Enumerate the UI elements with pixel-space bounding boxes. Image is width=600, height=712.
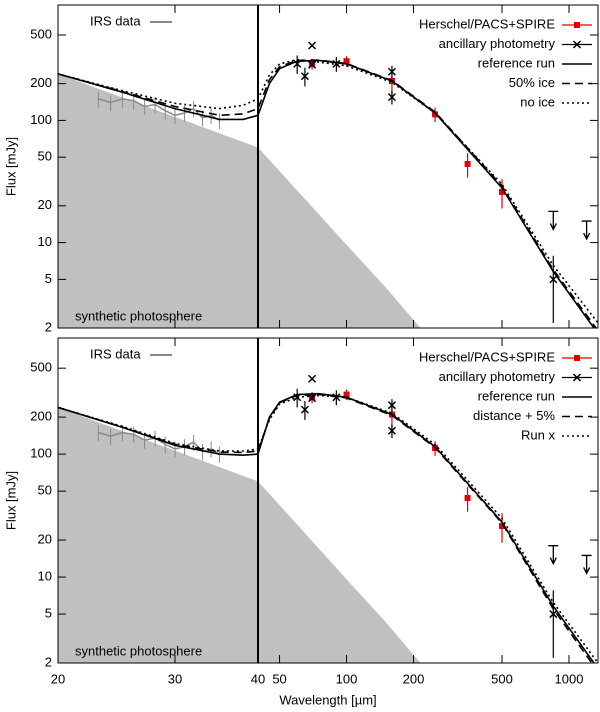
legend-label: ancillary photometry <box>439 369 556 384</box>
x-axis-title: Wavelength [µm] <box>279 692 376 707</box>
legend-label: 50% ice <box>509 75 555 90</box>
ancillary-point <box>387 401 396 410</box>
ancillary-point <box>308 394 317 403</box>
y-tick-label: 200 <box>30 409 52 424</box>
legend-label: reference run <box>478 388 555 403</box>
plot-layer <box>58 355 598 663</box>
x-tick-label: 20 <box>51 671 65 686</box>
y-tick-label: 500 <box>30 26 52 41</box>
y-tick-label: 50 <box>38 483 52 498</box>
upper-limit <box>581 220 592 241</box>
ancillary-point <box>308 60 317 69</box>
y-tick-label: 100 <box>30 446 52 461</box>
x-tick-label: 500 <box>491 671 513 686</box>
irs-legend-label: IRS data <box>90 13 141 28</box>
photosphere-area <box>58 73 421 328</box>
y-tick-label: 50 <box>38 149 52 164</box>
y-tick-label: 200 <box>30 75 52 90</box>
ancillary-point <box>308 374 317 383</box>
herschel-point <box>464 160 471 167</box>
y-tick-label: 100 <box>30 112 52 127</box>
model-curve <box>58 394 598 663</box>
plot-frame <box>57 4 599 329</box>
y-tick-label: 20 <box>38 197 52 212</box>
photosphere-area <box>58 407 421 663</box>
model-curve <box>58 59 595 328</box>
y-axis-title: Flux [mJy] <box>3 471 18 530</box>
irs-legend-label: IRS data <box>90 346 141 361</box>
herschel-point <box>464 494 471 501</box>
x-tick-label: 40 <box>251 671 265 686</box>
upper-limit <box>548 210 559 231</box>
plot-frame <box>57 337 599 664</box>
ancillary-point <box>549 275 558 284</box>
y-axis-title: Flux [mJy] <box>3 137 18 196</box>
herschel-point <box>499 188 506 195</box>
x-tick-label: 1000 <box>555 671 584 686</box>
x-tick-label: 30 <box>168 671 182 686</box>
herschel-point <box>343 58 350 65</box>
legend-label: Run x <box>521 427 555 442</box>
photosphere-label: synthetic photosphere <box>75 643 202 658</box>
y-tick-label: 2 <box>45 319 52 334</box>
legend-label: ancillary photometry <box>439 36 556 51</box>
herschel-point <box>432 111 439 118</box>
legend-label: distance + 5% <box>473 408 555 423</box>
ancillary-point <box>300 72 309 81</box>
legend-label: reference run <box>478 55 555 70</box>
legend-label: no ice <box>520 94 555 109</box>
ancillary-point <box>300 405 309 414</box>
x-tick-label: 100 <box>336 671 358 686</box>
ancillary-point <box>387 67 396 76</box>
upper-limit <box>548 545 559 566</box>
y-tick-label: 10 <box>38 569 52 584</box>
y-tick-label: 10 <box>38 234 52 249</box>
y-tick-label: 5 <box>45 271 52 286</box>
model-curve <box>58 58 598 324</box>
ancillary-point <box>308 41 317 50</box>
y-tick-label: 500 <box>30 360 52 375</box>
upper-limit <box>581 554 592 575</box>
herschel-point <box>343 391 350 398</box>
model-curve <box>58 393 593 663</box>
x-tick-label: 200 <box>403 671 425 686</box>
ancillary-point <box>549 610 558 619</box>
legend-label: Herschel/PACS+SPIRE <box>419 16 555 31</box>
model-curve <box>58 392 595 663</box>
plot-layer <box>58 22 598 328</box>
ancillary-point <box>387 426 396 435</box>
photosphere-label: synthetic photosphere <box>75 308 202 323</box>
y-tick-label: 5 <box>45 606 52 621</box>
y-tick-label: 2 <box>45 654 52 669</box>
legend-label: Herschel/PACS+SPIRE <box>419 349 555 364</box>
x-tick-label: 50 <box>272 671 286 686</box>
herschel-point <box>499 523 506 530</box>
y-tick-label: 20 <box>38 531 52 546</box>
ancillary-point <box>387 93 396 102</box>
